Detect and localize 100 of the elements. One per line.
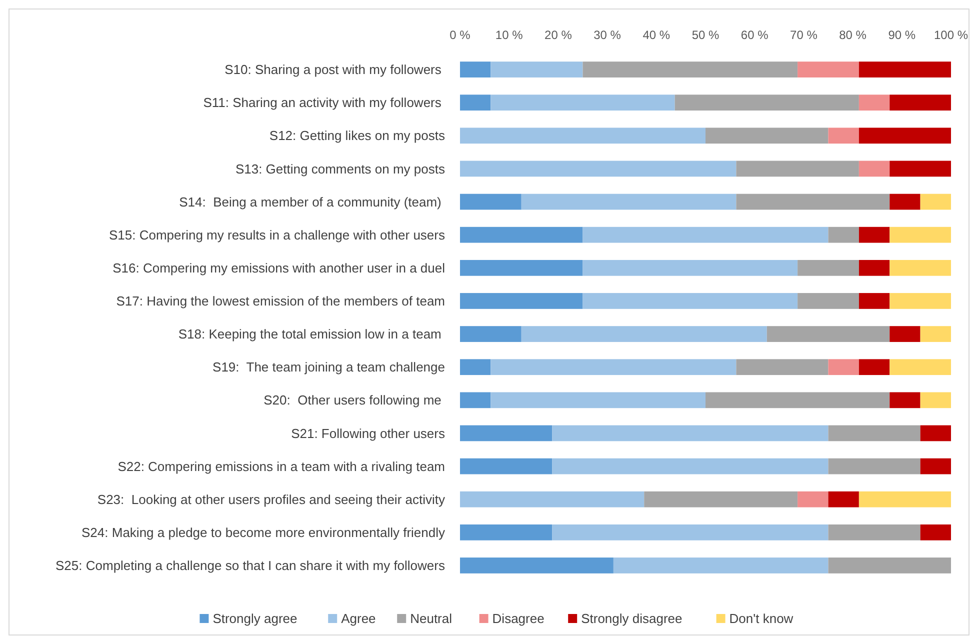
bar xyxy=(890,326,920,342)
bar xyxy=(890,194,920,210)
y-tick-label: S24: Making a pledge to become more environmentally friendly xyxy=(82,524,446,540)
bar xyxy=(890,226,951,243)
y-tick-label: S21: Following other users xyxy=(291,426,446,441)
bar xyxy=(460,359,491,376)
bar xyxy=(828,359,859,376)
bar xyxy=(798,260,859,276)
y-tick-label: S11: Sharing an activity with my followers xyxy=(203,95,445,110)
bar xyxy=(920,392,951,408)
bar xyxy=(798,62,859,78)
bar xyxy=(460,94,491,111)
x-tick-label: 60 % xyxy=(740,28,769,42)
x-tick-label: 50 % xyxy=(692,28,720,42)
bar xyxy=(858,260,890,276)
bar xyxy=(798,293,859,309)
bar xyxy=(920,425,951,442)
bar xyxy=(890,260,951,276)
bar xyxy=(828,491,859,508)
legend-label: Strongly agree xyxy=(212,611,298,626)
bar xyxy=(890,94,951,111)
bar xyxy=(858,62,951,78)
bar xyxy=(460,62,491,78)
bar xyxy=(460,226,583,243)
bar xyxy=(460,194,522,210)
bar xyxy=(706,392,890,408)
bar xyxy=(582,260,798,276)
bar xyxy=(460,458,552,474)
bar xyxy=(582,62,798,78)
y-tick-label: S13: Getting comments on my posts xyxy=(235,161,446,176)
bar xyxy=(706,128,828,144)
bar xyxy=(858,160,890,177)
y-tick-label: S17: Having the lowest emission of the members of team xyxy=(116,294,445,309)
y-tick-label: S12: Getting likes on my posts xyxy=(269,128,446,144)
bar xyxy=(858,94,890,111)
bar xyxy=(460,524,552,540)
x-tick-label: 100 % xyxy=(934,28,968,42)
bar xyxy=(582,226,828,243)
bar xyxy=(890,359,951,376)
bar xyxy=(828,128,859,144)
bar xyxy=(736,194,890,210)
bar xyxy=(828,458,920,474)
bar xyxy=(890,392,920,408)
bar xyxy=(490,94,675,111)
bar xyxy=(644,491,798,508)
y-tick-label: S18: Keeping the total emission low in a team xyxy=(178,326,445,342)
bar xyxy=(521,194,736,210)
bar xyxy=(460,326,522,342)
y-tick-label: S20: Other users following me xyxy=(264,392,445,408)
legend-label: Disagree xyxy=(492,611,544,626)
bar xyxy=(858,128,951,144)
x-tick-label: 30 % xyxy=(594,28,622,42)
bar xyxy=(736,359,828,376)
y-tick-label: S14: Being a member of a community (team) xyxy=(179,194,445,210)
bar xyxy=(552,425,828,442)
bar xyxy=(460,293,583,309)
bar xyxy=(460,425,552,442)
x-tick-label: 70 % xyxy=(790,28,818,42)
bar xyxy=(798,491,828,508)
legend-label: Agree xyxy=(341,611,376,626)
bar xyxy=(858,359,890,376)
bar xyxy=(674,94,859,111)
bar xyxy=(582,293,798,309)
bar xyxy=(920,326,951,342)
x-tick-label: 90 % xyxy=(888,28,916,42)
bar xyxy=(460,558,614,574)
bar xyxy=(828,226,859,243)
x-tick-label: 20 % xyxy=(544,28,572,42)
y-tick-label: S15: Compering my results in a challenge with other users xyxy=(109,227,446,242)
y-tick-label: S16: Compering my emissions with another user in a duel xyxy=(112,260,446,276)
bar xyxy=(736,160,859,177)
bar xyxy=(521,326,767,342)
bar xyxy=(890,160,951,177)
bar xyxy=(828,524,920,540)
bar xyxy=(828,558,951,574)
bar xyxy=(552,524,828,540)
bar xyxy=(858,491,951,508)
y-tick-label: S19: The team joining a team challenge xyxy=(212,360,445,375)
bar xyxy=(920,194,951,210)
bar xyxy=(460,128,706,144)
x-tick-label: 80 % xyxy=(839,28,867,42)
bar xyxy=(490,359,736,376)
legend-label: Strongly disagree xyxy=(581,611,682,626)
bar xyxy=(890,293,951,309)
y-tick-label: S23: Looking at other users profiles and seeing their activity xyxy=(97,492,446,507)
bar xyxy=(828,425,920,442)
legend-label: Don't know xyxy=(729,611,794,626)
bar xyxy=(858,293,890,309)
y-tick-label: S10: Sharing a post with my followers xyxy=(224,62,445,78)
bar xyxy=(490,62,583,78)
bar xyxy=(460,491,644,508)
y-tick-label: S25: Completing a challenge so that I can share it with my followers xyxy=(56,558,446,574)
x-tick-label: 40 % xyxy=(642,28,670,42)
bar xyxy=(490,392,706,408)
bar xyxy=(920,458,951,474)
bar xyxy=(460,160,736,177)
bar xyxy=(460,392,491,408)
bar xyxy=(858,226,890,243)
legend-label: Neutral xyxy=(410,611,452,626)
bar xyxy=(920,524,951,540)
